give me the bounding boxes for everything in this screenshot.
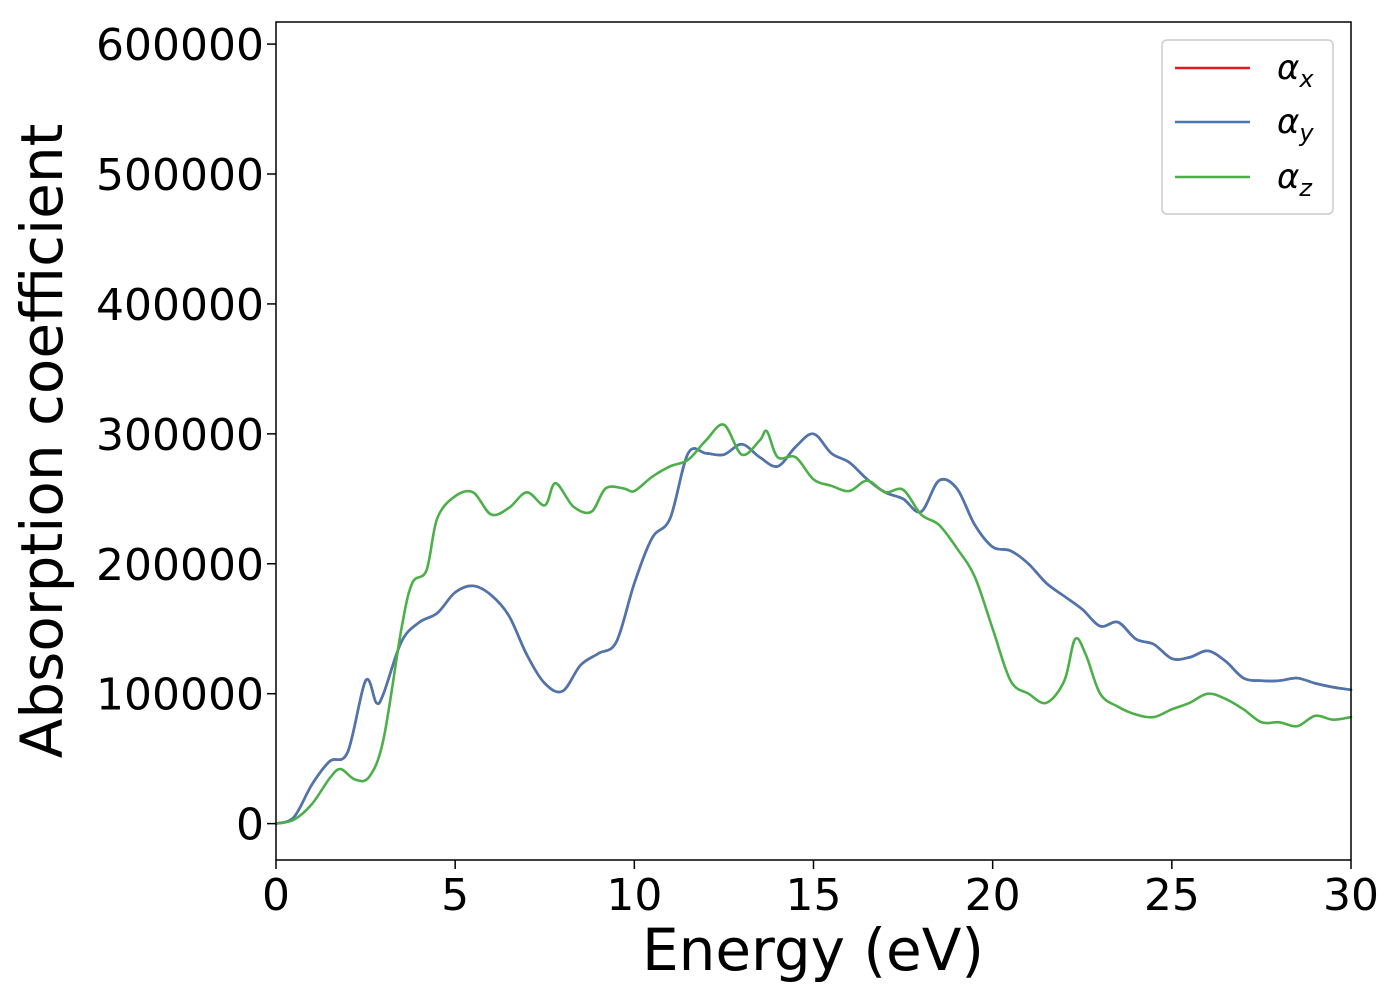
legend-entry-z[interactable]: αz: [1175, 157, 1313, 202]
x-tick-label: 10: [606, 870, 662, 921]
series-line-y: [274, 432, 1353, 825]
legend-entry-x[interactable]: αx: [1175, 48, 1314, 93]
x-tick-label: 30: [1323, 870, 1379, 921]
x-tick-label: 20: [965, 870, 1021, 921]
legend-label-x: αx: [1277, 48, 1314, 93]
y-axis-label: Absorption coefficient: [8, 124, 76, 759]
y-tick-label: 100000: [96, 670, 264, 721]
legend-label-z: αz: [1277, 157, 1313, 202]
y-axis-ticks: 0 100000 200000 300000 400000 500000 600000: [96, 20, 276, 851]
x-axis-label: Energy (eV): [642, 916, 984, 984]
legend-label-y: αy: [1277, 102, 1314, 147]
y-tick-label: 400000: [96, 280, 264, 331]
y-tick-label: 500000: [96, 150, 264, 201]
x-axis-ticks: 0 5 10 15 20 25 30: [262, 860, 1379, 921]
series-line-z: [274, 423, 1353, 825]
x-tick-label: 15: [786, 870, 842, 921]
x-tick-label: 25: [1144, 870, 1200, 921]
x-tick-label: 5: [441, 870, 469, 921]
x-tick-label: 0: [262, 870, 290, 921]
legend-items: αx αy αz: [1175, 48, 1314, 202]
legend-box: [1161, 39, 1334, 215]
y-tick-label: 0: [236, 800, 264, 851]
series-layer: [274, 423, 1353, 825]
y-tick-label: 200000: [96, 540, 264, 591]
y-tick-label: 300000: [96, 410, 264, 461]
y-tick-label: 600000: [96, 20, 264, 71]
legend[interactable]: αx αy αz: [1161, 39, 1334, 215]
legend-entry-y[interactable]: αy: [1175, 102, 1314, 147]
